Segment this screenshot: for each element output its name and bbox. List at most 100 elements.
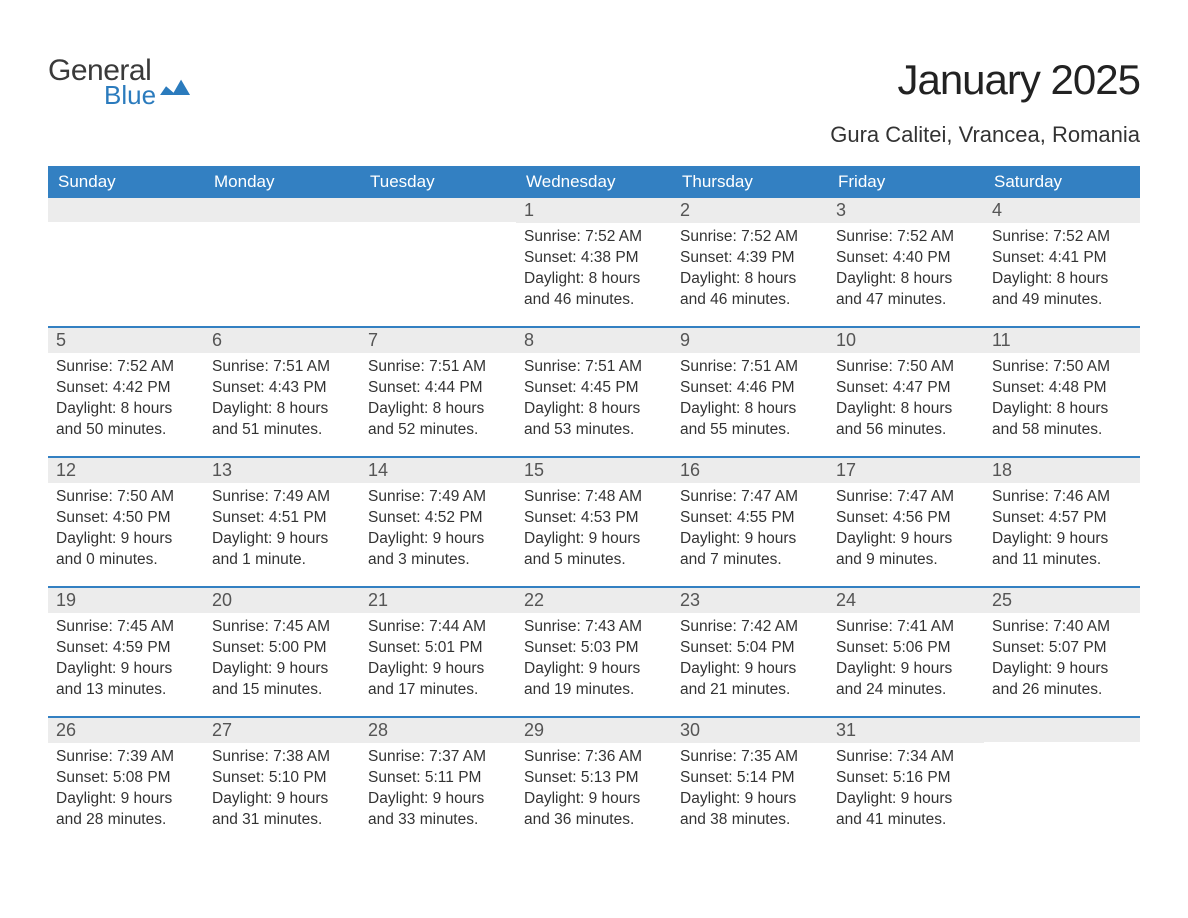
day-content: Sunrise: 7:52 AMSunset: 4:42 PMDaylight:…	[48, 353, 204, 449]
day-cell: 28Sunrise: 7:37 AMSunset: 5:11 PMDayligh…	[360, 718, 516, 846]
sunset-text: Sunset: 5:13 PM	[524, 768, 664, 789]
sunset-text: Sunset: 4:48 PM	[992, 378, 1132, 399]
week-row: 1Sunrise: 7:52 AMSunset: 4:38 PMDaylight…	[48, 198, 1140, 326]
sunset-text: Sunset: 4:45 PM	[524, 378, 664, 399]
day-cell: 30Sunrise: 7:35 AMSunset: 5:14 PMDayligh…	[672, 718, 828, 846]
sunset-text: Sunset: 4:47 PM	[836, 378, 976, 399]
date-number: 22	[516, 588, 672, 613]
day-content: Sunrise: 7:52 AMSunset: 4:38 PMDaylight:…	[516, 223, 672, 319]
day-cell: 24Sunrise: 7:41 AMSunset: 5:06 PMDayligh…	[828, 588, 984, 716]
day-cell: 14Sunrise: 7:49 AMSunset: 4:52 PMDayligh…	[360, 458, 516, 586]
day-cell	[360, 198, 516, 326]
week-row: 12Sunrise: 7:50 AMSunset: 4:50 PMDayligh…	[48, 456, 1140, 586]
sunrise-text: Sunrise: 7:51 AM	[524, 357, 664, 378]
day-content: Sunrise: 7:49 AMSunset: 4:51 PMDaylight:…	[204, 483, 360, 579]
day-cell: 12Sunrise: 7:50 AMSunset: 4:50 PMDayligh…	[48, 458, 204, 586]
day-content: Sunrise: 7:38 AMSunset: 5:10 PMDaylight:…	[204, 743, 360, 839]
daylight-text: Daylight: 9 hours and 31 minutes.	[212, 789, 352, 831]
daylight-text: Daylight: 9 hours and 38 minutes.	[680, 789, 820, 831]
week-row: 5Sunrise: 7:52 AMSunset: 4:42 PMDaylight…	[48, 326, 1140, 456]
date-number: 9	[672, 328, 828, 353]
day-content: Sunrise: 7:52 AMSunset: 4:41 PMDaylight:…	[984, 223, 1140, 319]
sunset-text: Sunset: 4:44 PM	[368, 378, 508, 399]
weekday-label: Monday	[204, 166, 360, 198]
date-number: 2	[672, 198, 828, 223]
daylight-text: Daylight: 9 hours and 1 minute.	[212, 529, 352, 571]
sunset-text: Sunset: 5:03 PM	[524, 638, 664, 659]
date-number: 19	[48, 588, 204, 613]
date-number: 17	[828, 458, 984, 483]
calendar-page: General Blue January 2025 Gura Calitei, …	[0, 0, 1188, 886]
sunset-text: Sunset: 5:11 PM	[368, 768, 508, 789]
day-content: Sunrise: 7:36 AMSunset: 5:13 PMDaylight:…	[516, 743, 672, 839]
day-content: Sunrise: 7:50 AMSunset: 4:50 PMDaylight:…	[48, 483, 204, 579]
sunrise-text: Sunrise: 7:52 AM	[524, 227, 664, 248]
daylight-text: Daylight: 8 hours and 58 minutes.	[992, 399, 1132, 441]
date-number: 23	[672, 588, 828, 613]
sunrise-text: Sunrise: 7:45 AM	[212, 617, 352, 638]
day-content: Sunrise: 7:42 AMSunset: 5:04 PMDaylight:…	[672, 613, 828, 709]
day-cell: 25Sunrise: 7:40 AMSunset: 5:07 PMDayligh…	[984, 588, 1140, 716]
date-number: 7	[360, 328, 516, 353]
sunrise-text: Sunrise: 7:52 AM	[992, 227, 1132, 248]
date-number: 12	[48, 458, 204, 483]
day-cell: 22Sunrise: 7:43 AMSunset: 5:03 PMDayligh…	[516, 588, 672, 716]
day-cell: 8Sunrise: 7:51 AMSunset: 4:45 PMDaylight…	[516, 328, 672, 456]
sunset-text: Sunset: 5:14 PM	[680, 768, 820, 789]
sunrise-text: Sunrise: 7:49 AM	[212, 487, 352, 508]
day-content: Sunrise: 7:34 AMSunset: 5:16 PMDaylight:…	[828, 743, 984, 839]
date-number: 1	[516, 198, 672, 223]
date-number: 20	[204, 588, 360, 613]
weekday-label: Thursday	[672, 166, 828, 198]
sunrise-text: Sunrise: 7:40 AM	[992, 617, 1132, 638]
daylight-text: Daylight: 9 hours and 9 minutes.	[836, 529, 976, 571]
date-number: 3	[828, 198, 984, 223]
location-text: Gura Calitei, Vrancea, Romania	[830, 122, 1140, 148]
daylight-text: Daylight: 9 hours and 11 minutes.	[992, 529, 1132, 571]
weekday-label: Sunday	[48, 166, 204, 198]
day-content: Sunrise: 7:41 AMSunset: 5:06 PMDaylight:…	[828, 613, 984, 709]
weekday-label: Saturday	[984, 166, 1140, 198]
sunrise-text: Sunrise: 7:39 AM	[56, 747, 196, 768]
sunset-text: Sunset: 5:07 PM	[992, 638, 1132, 659]
daylight-text: Daylight: 8 hours and 46 minutes.	[680, 269, 820, 311]
daylight-text: Daylight: 9 hours and 13 minutes.	[56, 659, 196, 701]
date-number	[984, 718, 1140, 742]
daylight-text: Daylight: 9 hours and 19 minutes.	[524, 659, 664, 701]
sunrise-text: Sunrise: 7:49 AM	[368, 487, 508, 508]
day-content: Sunrise: 7:45 AMSunset: 4:59 PMDaylight:…	[48, 613, 204, 709]
logo-word-blue: Blue	[104, 82, 156, 108]
sunrise-text: Sunrise: 7:41 AM	[836, 617, 976, 638]
sunrise-text: Sunrise: 7:52 AM	[836, 227, 976, 248]
day-content: Sunrise: 7:50 AMSunset: 4:48 PMDaylight:…	[984, 353, 1140, 449]
daylight-text: Daylight: 9 hours and 28 minutes.	[56, 789, 196, 831]
daylight-text: Daylight: 9 hours and 21 minutes.	[680, 659, 820, 701]
title-block: January 2025 Gura Calitei, Vrancea, Roma…	[830, 56, 1140, 148]
day-content: Sunrise: 7:51 AMSunset: 4:46 PMDaylight:…	[672, 353, 828, 449]
date-number: 29	[516, 718, 672, 743]
day-cell: 9Sunrise: 7:51 AMSunset: 4:46 PMDaylight…	[672, 328, 828, 456]
day-content: Sunrise: 7:52 AMSunset: 4:40 PMDaylight:…	[828, 223, 984, 319]
daylight-text: Daylight: 9 hours and 24 minutes.	[836, 659, 976, 701]
day-cell: 11Sunrise: 7:50 AMSunset: 4:48 PMDayligh…	[984, 328, 1140, 456]
daylight-text: Daylight: 9 hours and 41 minutes.	[836, 789, 976, 831]
day-content: Sunrise: 7:47 AMSunset: 4:56 PMDaylight:…	[828, 483, 984, 579]
daylight-text: Daylight: 9 hours and 5 minutes.	[524, 529, 664, 571]
day-cell	[204, 198, 360, 326]
sunset-text: Sunset: 4:42 PM	[56, 378, 196, 399]
sunset-text: Sunset: 4:43 PM	[212, 378, 352, 399]
day-content: Sunrise: 7:39 AMSunset: 5:08 PMDaylight:…	[48, 743, 204, 839]
day-cell: 6Sunrise: 7:51 AMSunset: 4:43 PMDaylight…	[204, 328, 360, 456]
date-number: 15	[516, 458, 672, 483]
sunset-text: Sunset: 4:51 PM	[212, 508, 352, 529]
month-title: January 2025	[830, 56, 1140, 104]
day-cell: 3Sunrise: 7:52 AMSunset: 4:40 PMDaylight…	[828, 198, 984, 326]
day-cell: 27Sunrise: 7:38 AMSunset: 5:10 PMDayligh…	[204, 718, 360, 846]
sunrise-text: Sunrise: 7:46 AM	[992, 487, 1132, 508]
date-number	[204, 198, 360, 222]
sunrise-text: Sunrise: 7:35 AM	[680, 747, 820, 768]
daylight-text: Daylight: 9 hours and 3 minutes.	[368, 529, 508, 571]
day-cell: 13Sunrise: 7:49 AMSunset: 4:51 PMDayligh…	[204, 458, 360, 586]
day-cell: 5Sunrise: 7:52 AMSunset: 4:42 PMDaylight…	[48, 328, 204, 456]
week-row: 26Sunrise: 7:39 AMSunset: 5:08 PMDayligh…	[48, 716, 1140, 846]
